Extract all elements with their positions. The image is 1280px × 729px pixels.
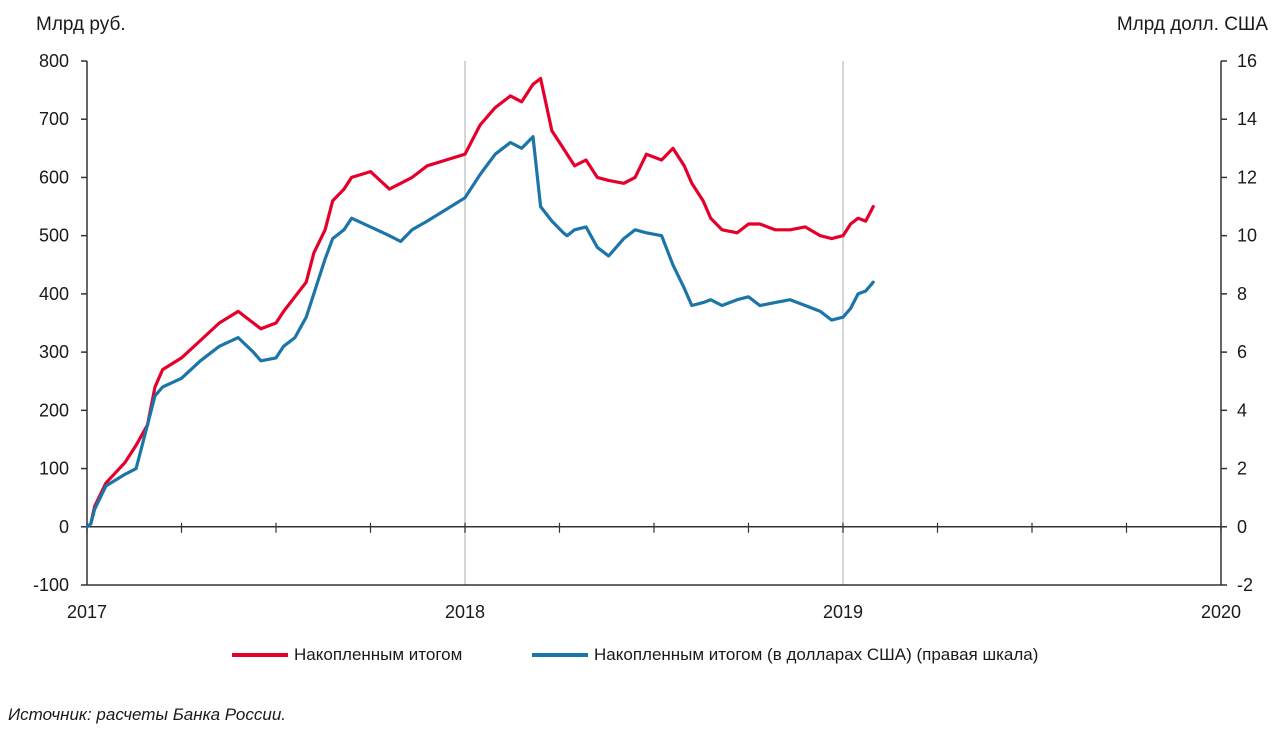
right-tick-label: 2 (1237, 459, 1247, 479)
left-tick-label: 500 (39, 226, 69, 246)
right-tick-label: 16 (1237, 51, 1257, 71)
x-tick-label: 2019 (823, 602, 863, 622)
chart-series (85, 76, 875, 529)
legend-swatch-blue (532, 653, 588, 657)
left-tick-label: 0 (59, 517, 69, 537)
right-tick-label: 14 (1237, 109, 1257, 129)
left-tick-label: 300 (39, 342, 69, 362)
left-tick-label: 400 (39, 284, 69, 304)
x-tick-label: 2017 (67, 602, 107, 622)
left-axis-title: Млрд руб. (36, 14, 126, 35)
legend-item-rub: Накопленным итогом (232, 645, 462, 665)
left-tick-label: -100 (33, 575, 69, 595)
source-note: Источник: расчеты Банка России. (8, 705, 287, 724)
series-line-usd (85, 135, 875, 529)
left-tick-label: 800 (39, 51, 69, 71)
left-tick-label: 700 (39, 109, 69, 129)
left-tick-label: 600 (39, 167, 69, 187)
left-tick-label: 100 (39, 459, 69, 479)
right-tick-label: 6 (1237, 342, 1247, 362)
right-tick-label: -2 (1237, 575, 1253, 595)
right-tick-label: 4 (1237, 400, 1247, 420)
right-tick-label: 0 (1237, 517, 1247, 537)
right-tick-label: 8 (1237, 284, 1247, 304)
right-tick-label: 10 (1237, 226, 1257, 246)
legend-label-rub: Накопленным итогом (294, 645, 463, 664)
right-tick-label: 12 (1237, 167, 1257, 187)
chart-axes (86, 61, 1222, 586)
chart-grid (464, 61, 844, 585)
left-tick-label: 200 (39, 400, 69, 420)
x-axis-ticks: 2017 2018 2019 2020 (67, 522, 1241, 622)
x-tick-label: 2018 (445, 602, 485, 622)
x-tick-label: 2020 (1201, 602, 1241, 622)
legend-item-usd: Накопленным итогом (в долларах США) (пра… (532, 645, 1038, 665)
legend-label-usd: Накопленным итогом (в долларах США) (пра… (594, 645, 1039, 664)
series-line-rub (85, 76, 875, 529)
right-axis-ticks: -2 0 2 4 6 8 10 12 14 16 (1221, 51, 1257, 595)
right-axis-title: Млрд долл. США (1116, 14, 1268, 35)
legend-swatch-red (232, 653, 288, 657)
left-axis-ticks: -100 0 100 200 300 400 500 600 700 800 (33, 51, 87, 595)
